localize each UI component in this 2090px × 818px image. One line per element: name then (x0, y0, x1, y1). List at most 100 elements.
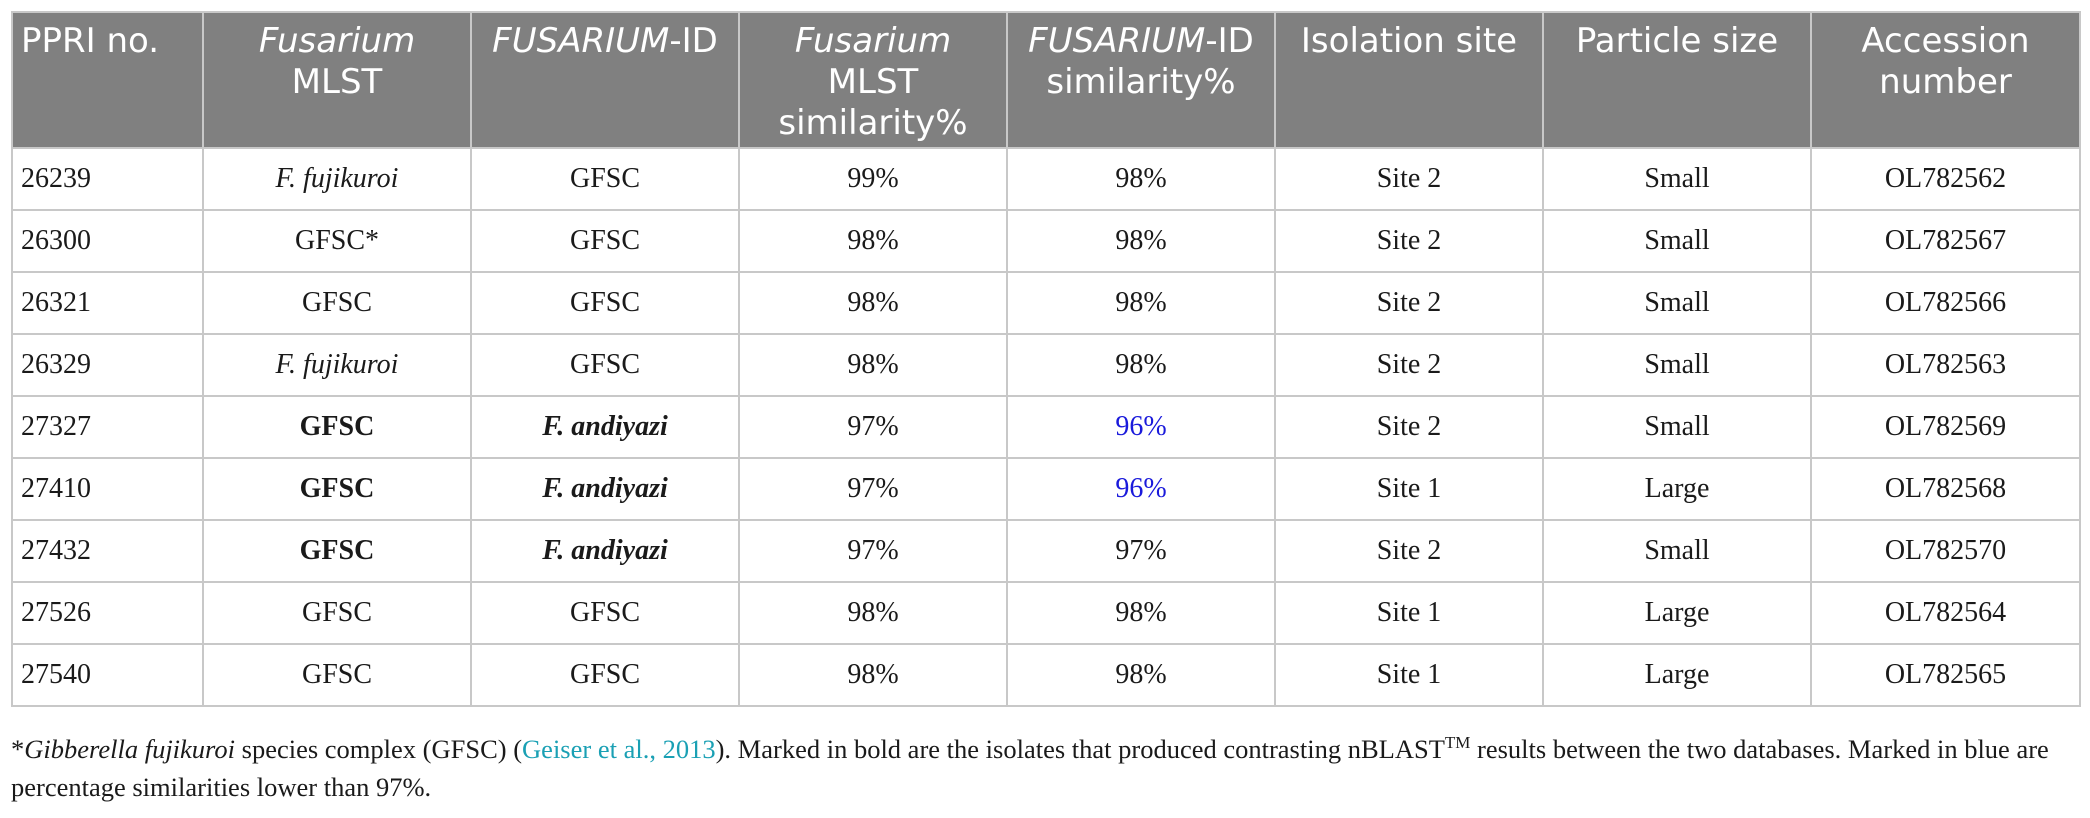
table-cell: F. andiyazi (470, 457, 740, 521)
table-cell: Small (1542, 147, 1812, 211)
table-cell: 97% (738, 395, 1008, 459)
footnote-text-3: results between the two databases. Marke… (11, 734, 2049, 802)
table-cell: 26329 (11, 333, 204, 397)
table-cell: 27540 (11, 643, 204, 707)
table-cell: Large (1542, 457, 1812, 521)
table-cell: 27410 (11, 457, 204, 521)
table-cell: 26239 (11, 147, 204, 211)
table-cell: Small (1542, 333, 1812, 397)
header-text: Accession (1861, 21, 2030, 61)
header-text: number (1879, 62, 2012, 102)
table-cell: GFSC (202, 581, 472, 645)
table-cell: Small (1542, 395, 1812, 459)
table-row: 27526 GFSC GFSC 98% 98% Site 1 Large OL782564 (11, 581, 2081, 645)
table-row: 26239 F. fujikuroi GFSC 99% 98% Site 2 Small OL… (11, 147, 2081, 211)
header-text: Fusarium (794, 21, 952, 61)
table-cell: GFSC (202, 643, 472, 707)
table-cell: OL782564 (1810, 581, 2081, 645)
table-cell: Site 1 (1274, 457, 1544, 521)
table-cell: 98% (1006, 209, 1276, 273)
results-table: PPRI no. Fusarium MLST FUSARIUM-ID Fusarium M… (11, 11, 2081, 707)
table-cell: 96% (1006, 457, 1276, 521)
table-cell: F. andiyazi (470, 395, 740, 459)
table-cell: Large (1542, 643, 1812, 707)
table-cell: 97% (738, 457, 1008, 521)
table-cell: 98% (1006, 581, 1276, 645)
table-row: 26321 GFSC GFSC 98% 98% Site 2 Small OL782566 (11, 271, 2081, 335)
table-cell: Small (1542, 519, 1812, 583)
table-header: PPRI no. Fusarium MLST FUSARIUM-ID Fusarium M… (11, 11, 2081, 149)
table-cell: GFSC (202, 519, 472, 583)
table-cell: Small (1542, 209, 1812, 273)
table-cell: GFSC (470, 333, 740, 397)
table-cell: Site 1 (1274, 581, 1544, 645)
footnote-text-1: species complex (GFSC) ( (235, 734, 523, 764)
table-cell: 96% (1006, 395, 1276, 459)
table-cell: Site 1 (1274, 643, 1544, 707)
table-cell: OL782565 (1810, 643, 2081, 707)
footnote-species: Gibberella fujikuroi (24, 734, 235, 764)
table-cell: 97% (738, 519, 1008, 583)
table-row: 27410 GFSC F. andiyazi 97% 96% Site 1 Large OL7… (11, 457, 2081, 521)
table-cell: 98% (1006, 271, 1276, 335)
header-text: MLST (291, 62, 383, 102)
table-row: 27432 GFSC F. andiyazi 97% 97% Site 2 Small OL7… (11, 519, 2081, 583)
table-cell: Site 2 (1274, 395, 1544, 459)
table-cell: OL782563 (1810, 333, 2081, 397)
table-cell: 99% (738, 147, 1008, 211)
results-table-container: PPRI no. Fusarium MLST FUSARIUM-ID Fusarium M… (11, 11, 2081, 707)
table-cell: Site 2 (1274, 147, 1544, 211)
header-text: FUSARIUM (492, 21, 670, 61)
table-cell: OL782562 (1810, 147, 2081, 211)
table-cell: 98% (738, 643, 1008, 707)
table-cell: GFSC (202, 457, 472, 521)
table-row: 26329 F. fujikuroi GFSC 98% 98% Site 2 Small OL… (11, 333, 2081, 397)
table-cell: GFSC* (202, 209, 472, 273)
header-text: -ID (1205, 21, 1254, 61)
table-cell: F. andiyazi (470, 519, 740, 583)
footnote-text-2: ). Marked in bold are the isolates that … (715, 734, 1445, 764)
table-cell: GFSC (470, 271, 740, 335)
column-header-1: Fusarium MLST (202, 11, 472, 149)
table-cell: OL782567 (1810, 209, 2081, 273)
table-cell: 97% (1006, 519, 1276, 583)
table-cell: GFSC (470, 581, 740, 645)
table-cell: 98% (738, 271, 1008, 335)
table-cell: Site 2 (1274, 519, 1544, 583)
trademark-superscript: TM (1444, 733, 1471, 753)
table-cell: 98% (1006, 643, 1276, 707)
table-cell: Small (1542, 271, 1812, 335)
header-text: MLST (827, 62, 919, 102)
header-text: Isolation site (1300, 21, 1518, 61)
column-header-2: FUSARIUM-ID (470, 11, 740, 149)
table-cell: 98% (738, 333, 1008, 397)
table-cell: 26321 (11, 271, 204, 335)
table-row: 27540 GFSC GFSC 98% 98% Site 1 Large OL782565 (11, 643, 2081, 707)
table-cell: OL782568 (1810, 457, 2081, 521)
header-text: similarity% (778, 103, 968, 143)
footnote-marker: * (11, 734, 25, 764)
column-header-5: Isolation site (1274, 11, 1544, 149)
column-header-0: PPRI no. (11, 11, 204, 149)
table-cell: OL782570 (1810, 519, 2081, 583)
column-header-4: FUSARIUM-ID similarity% (1006, 11, 1276, 149)
citation-link[interactable]: Geiser et al., 2013 (522, 734, 716, 764)
table-cell: 27327 (11, 395, 204, 459)
column-header-6: Particle size (1542, 11, 1812, 149)
table-cell: OL782569 (1810, 395, 2081, 459)
header-row: PPRI no. Fusarium MLST FUSARIUM-ID Fusarium M… (11, 11, 2081, 149)
header-text: FUSARIUM (1028, 21, 1206, 61)
table-cell: OL782566 (1810, 271, 2081, 335)
table-cell: 26300 (11, 209, 204, 273)
table-row: 27327 GFSC F. andiyazi 97% 96% Site 2 Small OL7… (11, 395, 2081, 459)
header-text: -ID (669, 21, 718, 61)
table-cell: GFSC (202, 395, 472, 459)
table-cell: F. fujikuroi (202, 147, 472, 211)
table-cell: GFSC (470, 643, 740, 707)
table-body: 26239 F. fujikuroi GFSC 99% 98% Site 2 Small OL… (11, 147, 2081, 707)
header-text: Fusarium (258, 21, 416, 61)
table-cell: F. fujikuroi (202, 333, 472, 397)
table-cell: GFSC (202, 271, 472, 335)
table-cell: GFSC (470, 147, 740, 211)
table-row: 26300 GFSC* GFSC 98% 98% Site 2 Small OL782567 (11, 209, 2081, 273)
